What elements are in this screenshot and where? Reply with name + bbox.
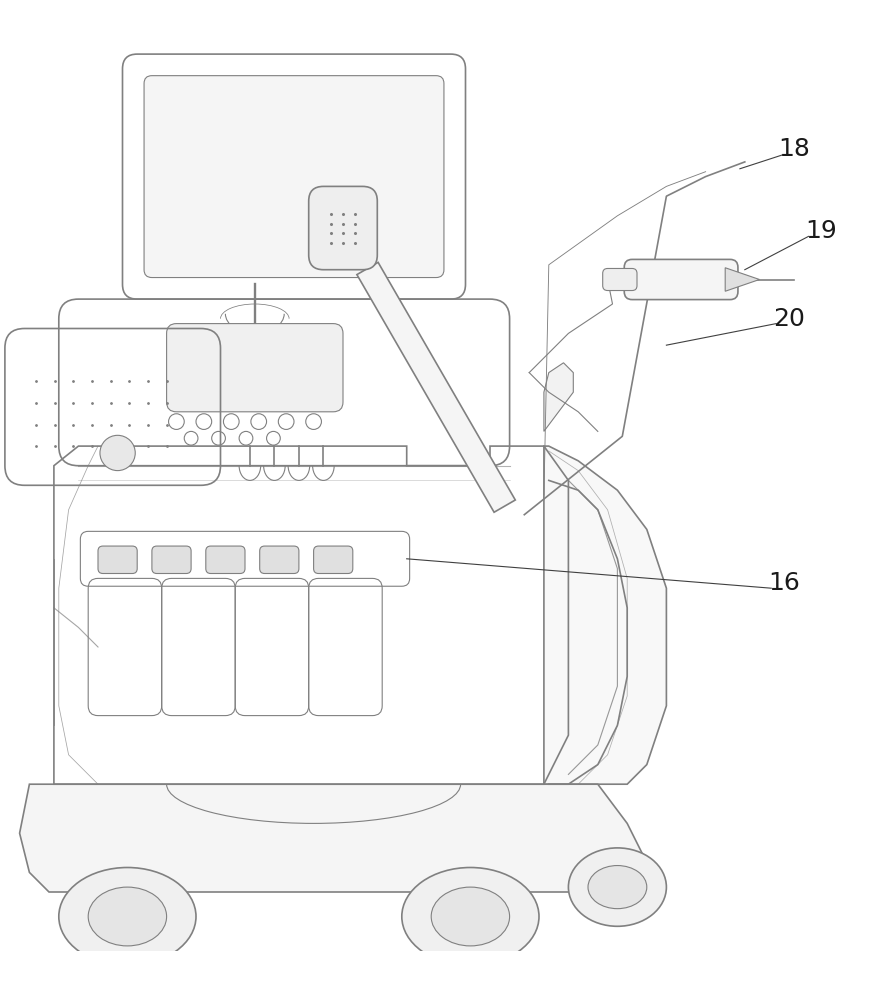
Ellipse shape <box>88 887 167 946</box>
Text: 20: 20 <box>773 307 805 331</box>
Ellipse shape <box>588 866 647 909</box>
Polygon shape <box>725 268 759 291</box>
FancyBboxPatch shape <box>624 259 738 300</box>
Ellipse shape <box>59 867 196 965</box>
Circle shape <box>100 435 135 471</box>
FancyBboxPatch shape <box>314 546 353 573</box>
Ellipse shape <box>402 867 539 965</box>
FancyBboxPatch shape <box>259 546 299 573</box>
FancyBboxPatch shape <box>167 324 343 412</box>
Polygon shape <box>544 363 573 431</box>
Text: 19: 19 <box>805 219 837 242</box>
FancyBboxPatch shape <box>98 546 138 573</box>
Text: 16: 16 <box>768 571 800 595</box>
Text: 18: 18 <box>778 137 810 161</box>
Ellipse shape <box>431 887 510 946</box>
FancyBboxPatch shape <box>144 76 444 278</box>
FancyBboxPatch shape <box>152 546 191 573</box>
FancyBboxPatch shape <box>602 268 637 291</box>
FancyBboxPatch shape <box>309 186 377 270</box>
FancyBboxPatch shape <box>206 546 245 573</box>
Polygon shape <box>357 262 515 512</box>
Polygon shape <box>544 446 667 784</box>
Ellipse shape <box>568 848 667 926</box>
Polygon shape <box>19 784 647 892</box>
